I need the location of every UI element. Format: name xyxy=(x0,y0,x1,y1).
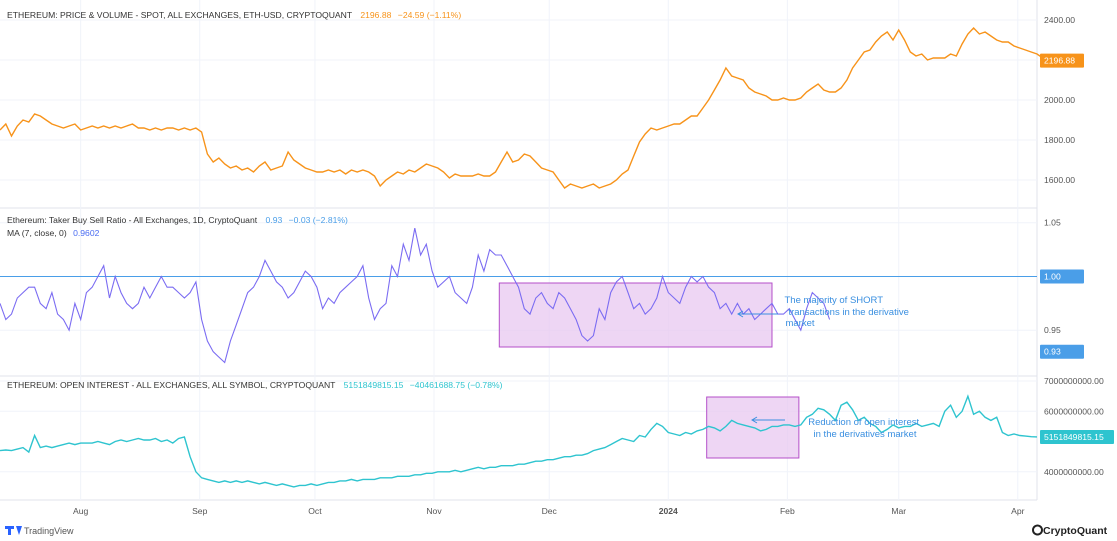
oi-title-text: ETHEREUM: OPEN INTEREST - ALL EXCHANGES,… xyxy=(7,380,336,390)
open-interest-series-line xyxy=(0,394,1038,488)
cryptoquant-logo-icon xyxy=(1032,524,1043,536)
current-value-label-bg xyxy=(1040,53,1084,68)
oi-change: −40461688.75 (−0.78%) xyxy=(410,380,503,390)
ratio-pane-title: Ethereum: Taker Buy Sell Ratio - All Exc… xyxy=(7,215,348,225)
cryptoquant-logo-text: CryptoQuant xyxy=(1043,525,1108,537)
current-value-label-text: 0.93 xyxy=(1044,347,1061,357)
price-change: −24.59 (−1.11%) xyxy=(398,10,462,20)
short-annotation-line-3: market xyxy=(785,318,814,329)
oi-last-value: 5151849815.15 xyxy=(344,380,404,390)
ratio-last-value: 0.93 xyxy=(266,215,283,225)
y-tick-label: 0.95 xyxy=(1044,325,1061,335)
reference-value-label-bg xyxy=(1040,269,1084,284)
oi-annotation-line-2: in the derivatives market xyxy=(814,429,917,440)
short-annotation-arrowhead-icon xyxy=(737,310,744,318)
y-tick-label: 2400.00 xyxy=(1044,15,1075,25)
short-dominance-highlight-box xyxy=(498,282,773,348)
x-tick-label: Aug xyxy=(73,506,89,516)
ma-label: MA (7, close, 0) xyxy=(7,228,67,238)
current-value-labels: 2196.88 0.93 1.00 5151849815.15 xyxy=(1040,53,1114,444)
taker-buy-sell-ratio-series-line xyxy=(0,227,831,364)
eth-price-series-line xyxy=(0,26,1049,189)
short-annotation-line-2: transactions in the derivative xyxy=(788,307,908,318)
tradingview-logo[interactable]: TradingView xyxy=(5,526,74,536)
price-pane-title: ETHEREUM: PRICE & VOLUME - SPOT, ALL EXC… xyxy=(7,10,461,20)
time-scale-ticks: Aug Sep Oct Nov Dec 2024 Feb Mar Apr xyxy=(73,506,1025,516)
y-tick-label: 1600.00 xyxy=(1044,175,1075,185)
ratio-title-text: Ethereum: Taker Buy Sell Ratio - All Exc… xyxy=(7,215,258,225)
y-tick-label: 6000000000.00 xyxy=(1044,406,1104,416)
tradingview-logo-icon xyxy=(5,526,22,535)
oi-annotation: Reduction of open interest in the deriva… xyxy=(751,416,922,440)
price-scale-ticks: 2400.002200.002000.001800.001600.001.050… xyxy=(1044,15,1104,477)
short-annotation-line-1: The majority of SHORT xyxy=(784,295,883,306)
x-tick-label: Apr xyxy=(1011,506,1025,516)
oi-annotation-text: Reduction of open interest in the deriva… xyxy=(808,417,922,440)
short-annotation: The majority of SHORT transactions in th… xyxy=(737,295,911,329)
short-annotation-text: The majority of SHORT transactions in th… xyxy=(784,295,911,329)
current-value-label-text: 2196.88 xyxy=(1044,56,1075,66)
y-tick-label: 1800.00 xyxy=(1044,135,1075,145)
x-tick-label: Dec xyxy=(542,506,558,516)
x-tick-label: 2024 xyxy=(659,506,678,516)
y-tick-label: 2000.00 xyxy=(1044,95,1075,105)
oi-annotation-line-1: Reduction of open interest xyxy=(808,417,919,428)
y-tick-label: 1.05 xyxy=(1044,218,1061,228)
current-value-label-text: 5151849815.15 xyxy=(1044,432,1104,442)
x-tick-label: Oct xyxy=(308,506,322,516)
current-value-label-bg xyxy=(1040,344,1084,359)
oi-pane-title: ETHEREUM: OPEN INTEREST - ALL EXCHANGES,… xyxy=(7,380,503,390)
x-tick-label: Nov xyxy=(426,506,442,516)
cryptoquant-logo[interactable]: CryptoQuant xyxy=(1032,524,1108,537)
reference-value-label-text: 1.00 xyxy=(1044,271,1061,281)
grid-lines xyxy=(0,0,1037,500)
y-tick-label: 7000000000.00 xyxy=(1044,376,1104,386)
ratio-change: −0.03 (−2.81%) xyxy=(289,215,348,225)
ma-value: 0.9602 xyxy=(73,228,100,238)
price-title-text: ETHEREUM: PRICE & VOLUME - SPOT, ALL EXC… xyxy=(7,10,353,20)
ma-legend: MA (7, close, 0) 0.9602 xyxy=(7,228,100,238)
y-tick-label: 4000000000.00 xyxy=(1044,467,1104,477)
price-last-value: 2196.88 xyxy=(360,10,391,20)
x-tick-label: Sep xyxy=(192,506,208,516)
current-value-label-bg xyxy=(1040,429,1114,444)
x-tick-label: Feb xyxy=(780,506,795,516)
oi-annotation-arrowhead-icon xyxy=(751,416,758,424)
tradingview-logo-text: TradingView xyxy=(24,526,74,536)
x-tick-label: Mar xyxy=(891,506,906,516)
